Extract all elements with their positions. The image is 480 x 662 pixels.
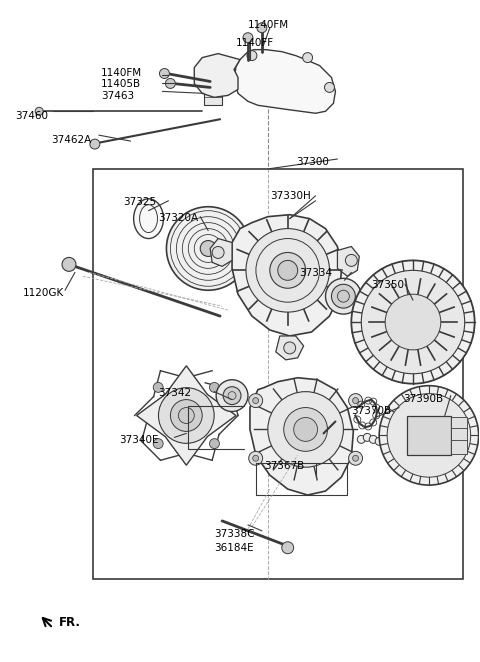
Circle shape xyxy=(375,438,383,446)
Circle shape xyxy=(278,260,298,280)
Circle shape xyxy=(153,383,163,393)
Circle shape xyxy=(153,439,163,449)
Circle shape xyxy=(209,383,219,393)
Circle shape xyxy=(270,252,306,288)
Text: 37330H: 37330H xyxy=(270,191,311,201)
Circle shape xyxy=(223,387,241,404)
Circle shape xyxy=(252,398,259,404)
Circle shape xyxy=(90,139,100,149)
Polygon shape xyxy=(210,238,232,266)
Text: 37350: 37350 xyxy=(371,280,404,291)
Circle shape xyxy=(369,436,377,444)
Text: 37320A: 37320A xyxy=(158,213,199,222)
Polygon shape xyxy=(234,50,336,113)
Text: 37370B: 37370B xyxy=(351,406,392,416)
Polygon shape xyxy=(250,378,353,495)
Text: 1120GK: 1120GK xyxy=(23,288,64,299)
Circle shape xyxy=(228,392,236,400)
Circle shape xyxy=(249,451,263,465)
Circle shape xyxy=(324,83,335,93)
Circle shape xyxy=(268,392,343,467)
Circle shape xyxy=(282,542,294,553)
Circle shape xyxy=(209,439,219,449)
Circle shape xyxy=(170,400,202,432)
Text: 37460: 37460 xyxy=(15,111,48,121)
Circle shape xyxy=(332,284,355,308)
Circle shape xyxy=(357,436,365,444)
Text: 37463: 37463 xyxy=(101,91,134,101)
Circle shape xyxy=(252,455,259,461)
Circle shape xyxy=(294,418,318,442)
FancyBboxPatch shape xyxy=(451,428,467,442)
FancyBboxPatch shape xyxy=(407,416,451,455)
Circle shape xyxy=(348,451,362,465)
Circle shape xyxy=(216,380,248,412)
Polygon shape xyxy=(194,54,240,97)
Text: FR.: FR. xyxy=(59,616,81,629)
Circle shape xyxy=(158,388,214,444)
Circle shape xyxy=(325,278,361,314)
Text: 11405B: 11405B xyxy=(101,79,141,89)
Circle shape xyxy=(166,79,175,89)
Circle shape xyxy=(351,260,475,384)
Circle shape xyxy=(179,408,194,424)
Circle shape xyxy=(387,394,471,477)
FancyBboxPatch shape xyxy=(451,416,467,430)
Text: 37300: 37300 xyxy=(296,157,328,167)
Polygon shape xyxy=(276,336,304,360)
Ellipse shape xyxy=(133,199,164,238)
FancyBboxPatch shape xyxy=(204,89,222,105)
Circle shape xyxy=(159,69,169,79)
Circle shape xyxy=(246,228,329,312)
Circle shape xyxy=(167,207,250,290)
Polygon shape xyxy=(337,246,360,276)
Text: 37390B: 37390B xyxy=(403,394,443,404)
Circle shape xyxy=(379,386,479,485)
Circle shape xyxy=(249,394,263,408)
Circle shape xyxy=(302,52,312,63)
Text: 1140FF: 1140FF xyxy=(236,38,274,48)
Circle shape xyxy=(35,107,43,115)
FancyBboxPatch shape xyxy=(451,440,467,454)
Circle shape xyxy=(346,254,357,266)
Circle shape xyxy=(284,408,327,451)
Circle shape xyxy=(243,32,253,42)
Text: 37340E: 37340E xyxy=(119,436,158,446)
Circle shape xyxy=(353,398,359,404)
Polygon shape xyxy=(232,214,341,336)
Text: 37342: 37342 xyxy=(158,388,192,398)
Circle shape xyxy=(361,270,465,374)
Text: 1140FM: 1140FM xyxy=(248,20,289,30)
Circle shape xyxy=(247,50,257,61)
Circle shape xyxy=(284,342,296,354)
Polygon shape xyxy=(137,366,236,465)
Circle shape xyxy=(363,434,371,442)
Circle shape xyxy=(385,294,441,350)
Circle shape xyxy=(257,23,267,32)
Text: 1140FM: 1140FM xyxy=(101,68,142,77)
Text: 36184E: 36184E xyxy=(214,543,254,553)
Circle shape xyxy=(337,290,349,302)
Circle shape xyxy=(348,394,362,408)
Text: 37334: 37334 xyxy=(300,268,333,278)
Text: 37462A: 37462A xyxy=(51,135,91,145)
Circle shape xyxy=(212,246,224,258)
Text: 37338C: 37338C xyxy=(214,529,255,539)
Circle shape xyxy=(62,258,76,271)
Circle shape xyxy=(353,455,359,461)
Text: 37325: 37325 xyxy=(123,197,156,207)
Text: 37367B: 37367B xyxy=(264,461,304,471)
Circle shape xyxy=(200,240,216,256)
